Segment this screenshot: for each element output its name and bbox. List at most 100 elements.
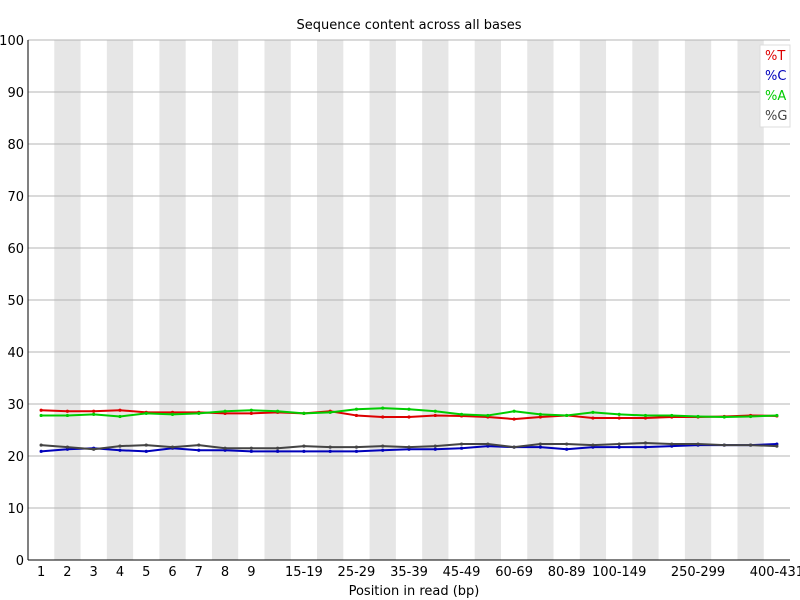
series-2-point-1: [65, 413, 70, 418]
series-2-point-0: [39, 413, 43, 418]
series-1-point-15: [433, 447, 437, 451]
series-1-point-4: [144, 449, 148, 453]
x-tick-label-8: 9: [247, 565, 255, 580]
x-tick-label-10: 15-19: [285, 565, 323, 580]
series-2-point-21: [591, 410, 595, 414]
series-1-point-22: [617, 445, 621, 449]
y-tick-label-70: 70: [7, 190, 24, 205]
series-2-point-17: [486, 413, 490, 418]
legend-label-0: %T: [765, 49, 785, 64]
series-3-point-5: [170, 445, 175, 449]
axes: [27, 40, 790, 561]
chart-title: Sequence content across all bases: [296, 18, 521, 33]
series-2-point-4: [144, 411, 148, 415]
series-2-point-8: [249, 408, 253, 412]
series-2-point-10: [302, 411, 306, 415]
x-tick-label-0: 1: [37, 565, 45, 580]
series-3-point-26: [722, 443, 726, 447]
series-3-point-27: [748, 443, 753, 447]
x-tick-label-18: 60-69: [495, 565, 533, 580]
series-0-point-14: [407, 415, 411, 419]
series-2-point-18: [512, 409, 516, 413]
y-tick-label-10: 10: [7, 502, 24, 517]
series-3-point-8: [249, 446, 253, 450]
series-0-point-8: [249, 411, 253, 415]
x-tick-label-22: 100-149: [592, 565, 646, 580]
series-1-point-12: [354, 449, 359, 453]
series-2-point-3: [118, 414, 122, 419]
series-1-point-8: [249, 449, 253, 453]
legend-label-1: %C: [765, 69, 786, 84]
series-1-point-13: [381, 448, 385, 452]
x-tick-label-4: 5: [142, 565, 150, 580]
y-tick-label-50: 50: [7, 294, 24, 309]
series-3-point-12: [354, 445, 359, 449]
series-2-point-7: [223, 409, 227, 413]
x-tick-label-20: 80-89: [548, 565, 586, 580]
series-1-point-10: [302, 449, 306, 453]
series-3-point-19: [538, 442, 542, 446]
series-2-point-25: [696, 414, 700, 419]
y-tick-label-40: 40: [7, 346, 24, 361]
series-0-point-12: [354, 413, 359, 418]
y-gridlines: [28, 39, 790, 509]
series-3-point-3: [118, 444, 122, 448]
x-tick-label-25: 250-299: [671, 565, 725, 580]
series-1-point-0: [39, 449, 43, 453]
series-0-point-13: [381, 415, 385, 419]
legend-label-3: %G: [765, 109, 787, 124]
series-1-point-6: [197, 448, 201, 452]
series-3-point-23: [643, 441, 648, 445]
x-tick-label-5: 6: [168, 565, 176, 580]
y-tick-label-90: 90: [7, 86, 24, 101]
series-3-point-25: [696, 442, 700, 446]
x-tick-label-1: 2: [63, 565, 71, 580]
series-0-point-1: [65, 409, 70, 413]
x-tick-label-6: 7: [195, 565, 203, 580]
series-1-point-16: [459, 446, 464, 450]
series-3-point-0: [39, 443, 43, 447]
series-2-point-24: [670, 413, 674, 418]
series-0-point-0: [39, 408, 43, 412]
y-tick-label-60: 60: [7, 242, 24, 257]
series-1-point-20: [565, 447, 569, 451]
series-3-point-1: [65, 445, 70, 449]
x-tick-label-7: 8: [221, 565, 229, 580]
series-3-point-6: [197, 443, 201, 447]
series-0-point-21: [591, 416, 595, 420]
series-3-point-11: [328, 445, 332, 449]
series-0-point-22: [617, 416, 621, 420]
y-tick-label-0: 0: [16, 554, 24, 569]
series-0-point-23: [643, 416, 648, 420]
series-0-point-19: [538, 415, 542, 419]
x-tick-label-3: 4: [116, 565, 124, 580]
series-1-point-9: [276, 449, 280, 453]
series-3-point-10: [302, 444, 306, 448]
series-0-point-2: [92, 409, 96, 413]
series-2-point-16: [459, 412, 464, 416]
y-tick-label-30: 30: [7, 398, 24, 413]
series-3-point-24: [670, 442, 674, 446]
series-1-point-19: [538, 445, 542, 449]
x-tick-label-16: 45-49: [443, 565, 481, 580]
series-2-point-26: [722, 415, 726, 419]
series-2-point-2: [92, 412, 96, 416]
series-2-point-20: [565, 413, 569, 418]
x-tick-label-12: 25-29: [338, 565, 376, 580]
y-tick-label-80: 80: [7, 138, 24, 153]
legend-box: [759, 44, 791, 128]
series-1-point-11: [328, 449, 332, 453]
series-3-point-15: [433, 444, 437, 448]
series-3-point-17: [486, 442, 490, 446]
series-3-point-13: [381, 444, 385, 448]
series-2-point-15: [433, 409, 437, 413]
series-2-point-9: [276, 409, 280, 413]
series-3-point-4: [144, 443, 148, 447]
legend-label-2: %A: [765, 89, 786, 104]
series-2-point-11: [328, 410, 332, 414]
series-2-point-27: [748, 414, 753, 419]
series-2-point-23: [643, 413, 648, 418]
x-axis-label: Position in read (bp): [349, 584, 480, 599]
series-0-point-3: [118, 408, 122, 412]
